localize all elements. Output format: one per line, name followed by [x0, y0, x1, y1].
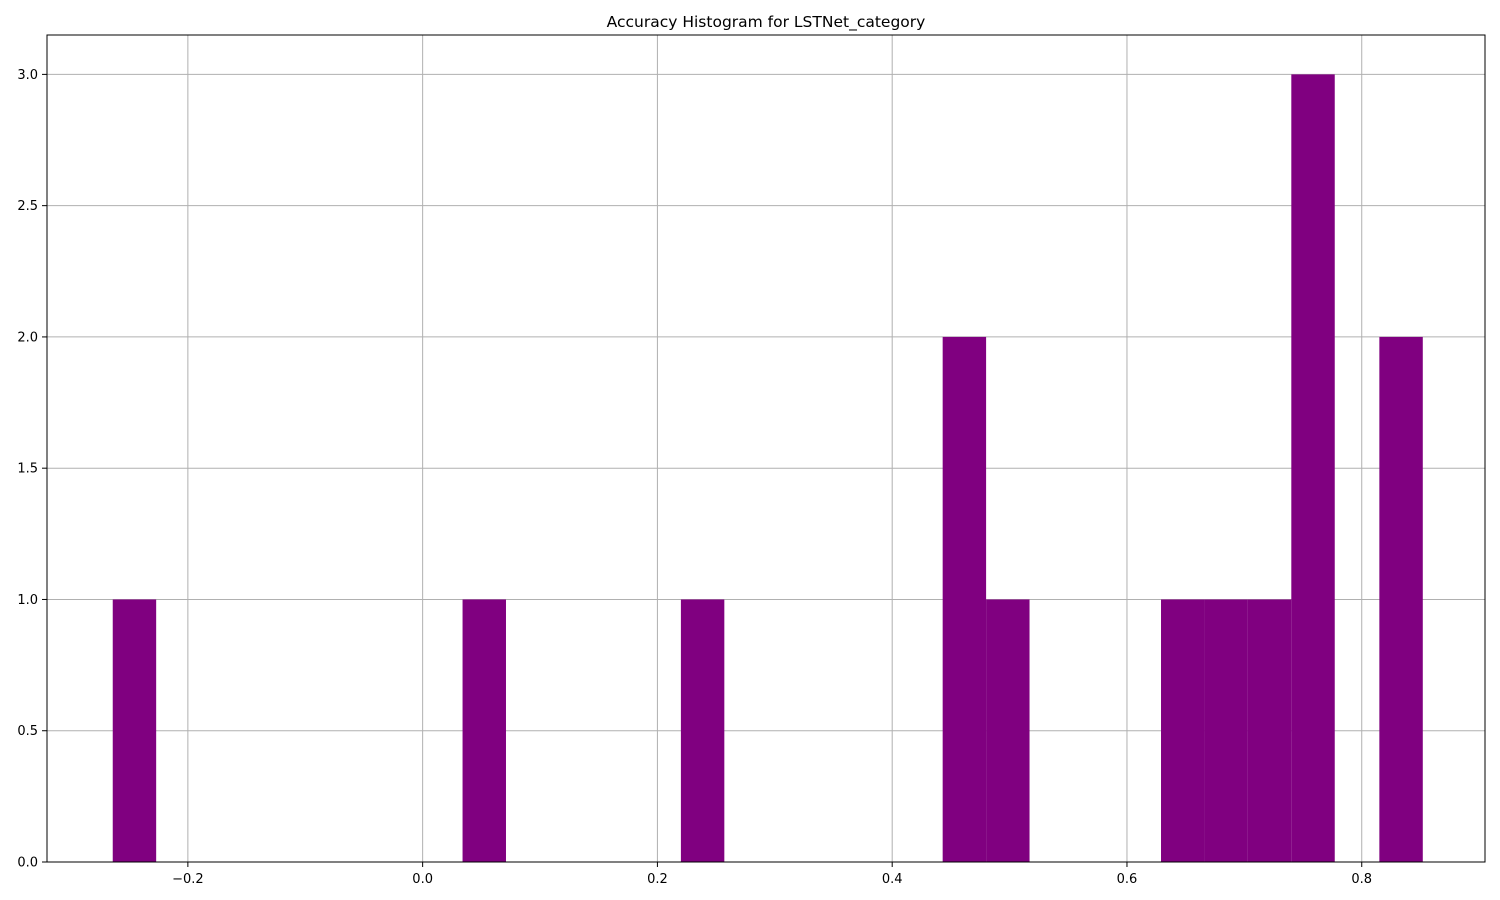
x-tick-label: 0.4 [882, 872, 903, 887]
histogram-bar [942, 336, 987, 862]
histogram-bars [112, 74, 1423, 862]
x-axis-ticks: −0.2 0.0 0.2 0.4 0.6 0.8 [172, 862, 1372, 887]
y-tick-label: 1.5 [17, 462, 38, 477]
x-tick-label: 0.2 [647, 872, 668, 887]
x-tick-label: 0.0 [412, 872, 433, 887]
y-tick-label: 3.0 [17, 68, 38, 83]
plot-frame [46, 34, 1486, 863]
axes [46, 34, 1486, 863]
histogram-bar [680, 599, 725, 862]
x-tick-label: −0.2 [172, 872, 204, 887]
histogram-bar [1291, 74, 1335, 862]
histogram-bar [1204, 599, 1248, 862]
y-tick-label: 2.0 [17, 330, 38, 345]
y-axis-ticks: 0.0 0.5 1.0 1.5 2.0 2.5 3.0 [17, 68, 47, 871]
histogram-bar [1379, 336, 1423, 862]
histogram-bar [1161, 599, 1205, 862]
histogram-bar [986, 599, 1030, 862]
y-tick-label: 1.0 [17, 593, 38, 608]
chart-title: Accuracy Histogram for LSTNet_category [607, 13, 926, 32]
x-tick-label: 0.6 [1117, 872, 1138, 887]
histogram-bar [1247, 599, 1292, 862]
y-tick-label: 0.5 [17, 724, 38, 739]
x-tick-label: 0.8 [1351, 872, 1372, 887]
histogram-bar [462, 599, 506, 862]
y-tick-label: 0.0 [17, 856, 38, 871]
y-tick-label: 2.5 [17, 199, 38, 214]
histogram-bar [112, 599, 157, 862]
